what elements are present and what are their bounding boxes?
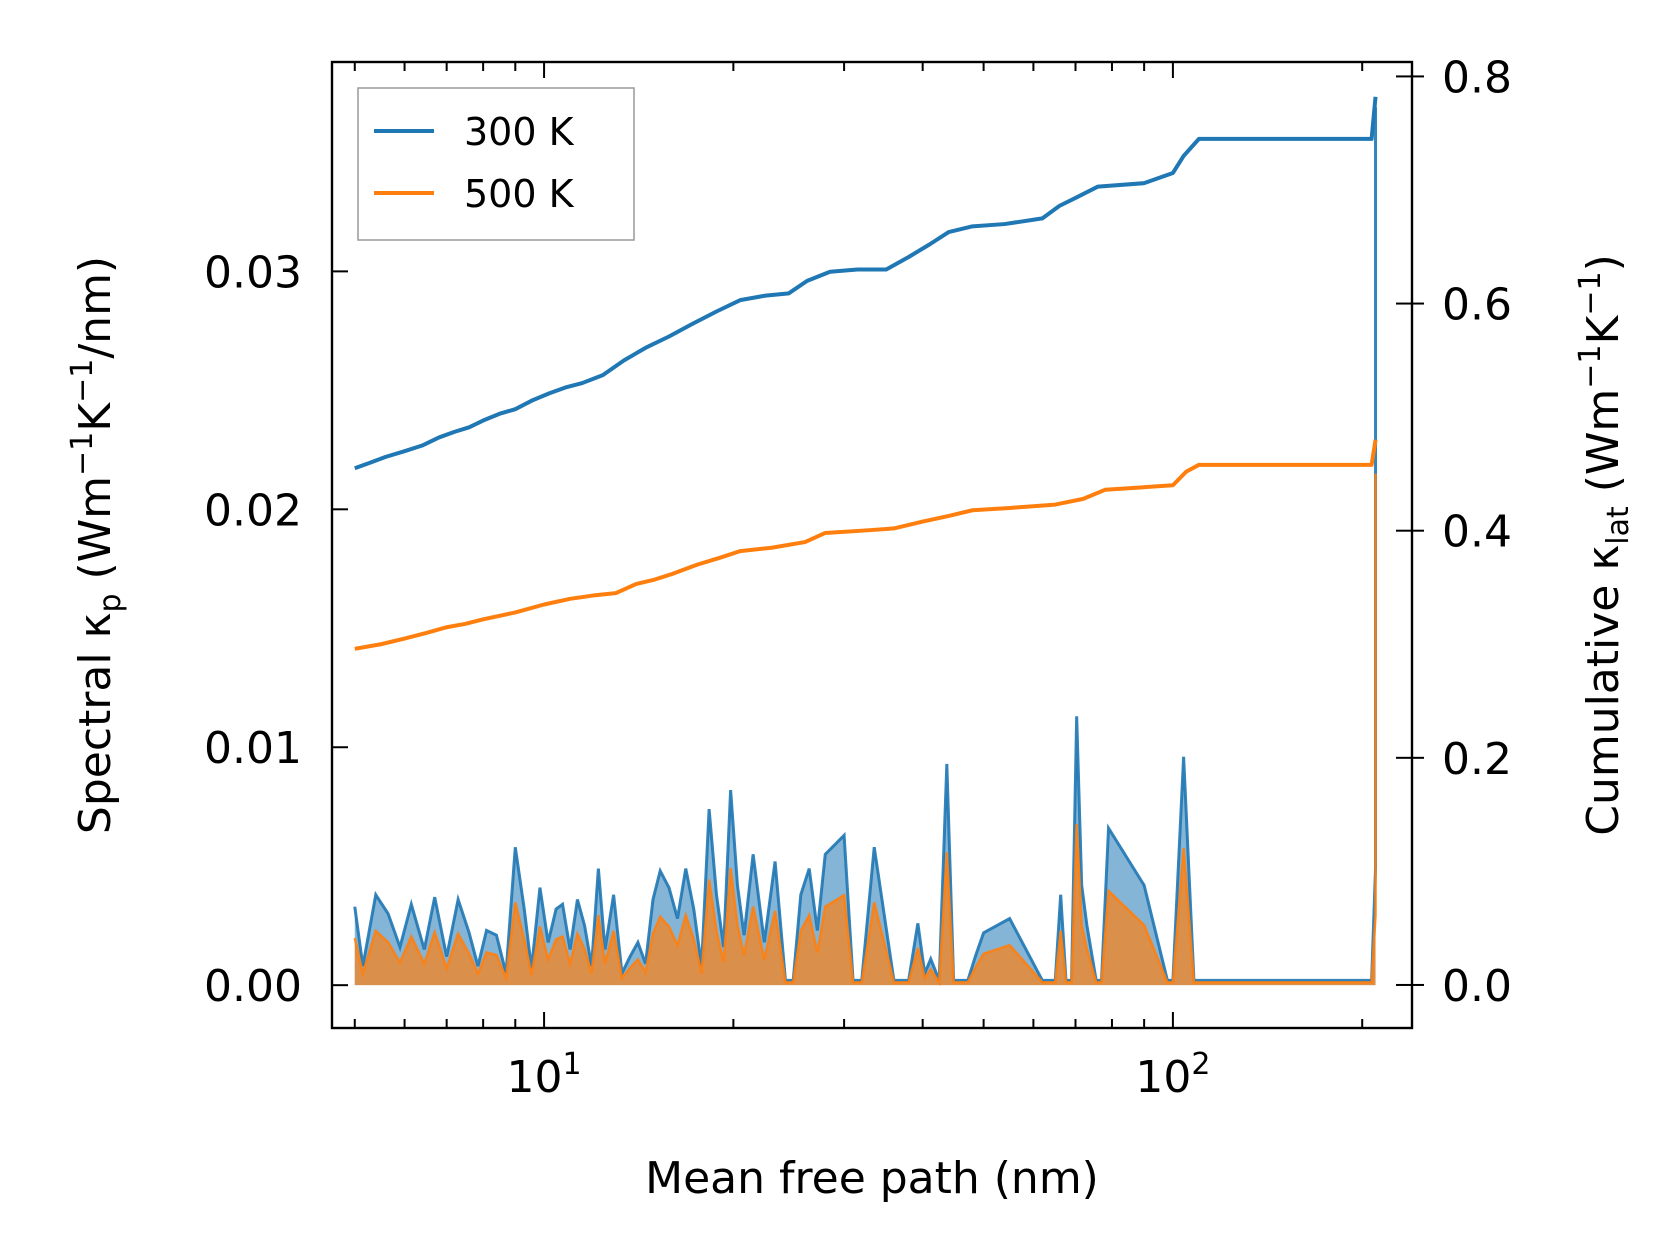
legend-box — [357, 87, 635, 241]
y-left-tick-label-0: 0.00 — [204, 961, 302, 1012]
y-axis-left: 0.00 0.01 0.02 0.03 — [204, 247, 348, 1012]
cumulative-line-300k — [354, 96, 1378, 471]
legend: 300 K 500 K — [357, 87, 635, 241]
spectral-line-300k — [353, 107, 1378, 982]
y-axis-right: 0.0 0.2 0.4 0.6 0.8 — [1396, 52, 1512, 1012]
plot-frame — [330, 60, 1414, 1030]
spectral-fills — [353, 107, 1378, 987]
spectral-line-500k — [353, 473, 1377, 987]
cumulative-lines — [354, 96, 1378, 651]
x-axis-label: Mean free path (nm) — [645, 1153, 1099, 1204]
y-right-tick-label-0: 0.0 — [1442, 961, 1512, 1012]
y-left-tick-label-1: 0.01 — [204, 723, 302, 774]
y-right-tick-label-3: 0.6 — [1442, 280, 1512, 331]
y-axis-right-label: Cumulative κlat (Wm−1K−1) — [1573, 254, 1636, 836]
y-left-tick-label-3: 0.03 — [204, 247, 302, 298]
y-axis-left-label: Spectral κp (Wm−1K−1/nm) — [65, 256, 128, 834]
y-right-tick-label-2: 0.4 — [1442, 507, 1512, 558]
y-right-tick-label-1: 0.2 — [1442, 734, 1512, 785]
x-axis: 101 102 — [353, 62, 1364, 1103]
cumulative-line-500k — [354, 439, 1378, 651]
y-left-tick-label-2: 0.02 — [204, 485, 302, 536]
legend-label-500k: 500 K — [464, 172, 575, 216]
x-tick-label-1: 102 — [1135, 1047, 1210, 1103]
legend-label-300k: 300 K — [464, 110, 575, 154]
x-tick-label-0: 101 — [507, 1047, 582, 1103]
y-right-tick-label-4: 0.8 — [1442, 52, 1512, 103]
